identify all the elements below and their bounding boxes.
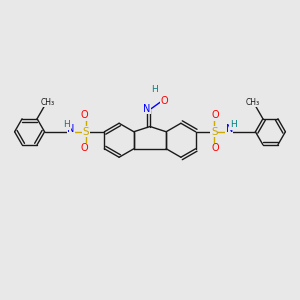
Text: H: H bbox=[63, 120, 70, 129]
Text: O: O bbox=[81, 110, 88, 120]
Text: O: O bbox=[212, 110, 219, 120]
Text: O: O bbox=[160, 96, 168, 106]
Text: CH₃: CH₃ bbox=[245, 98, 259, 107]
Text: N: N bbox=[226, 124, 233, 134]
Text: CH₃: CH₃ bbox=[41, 98, 55, 107]
Text: H: H bbox=[230, 120, 237, 129]
Text: O: O bbox=[81, 143, 88, 153]
Text: S: S bbox=[211, 127, 217, 137]
Text: N: N bbox=[143, 103, 151, 113]
Text: H: H bbox=[152, 85, 158, 94]
Text: O: O bbox=[212, 143, 219, 153]
Text: S: S bbox=[82, 127, 89, 137]
Text: N: N bbox=[67, 124, 74, 134]
